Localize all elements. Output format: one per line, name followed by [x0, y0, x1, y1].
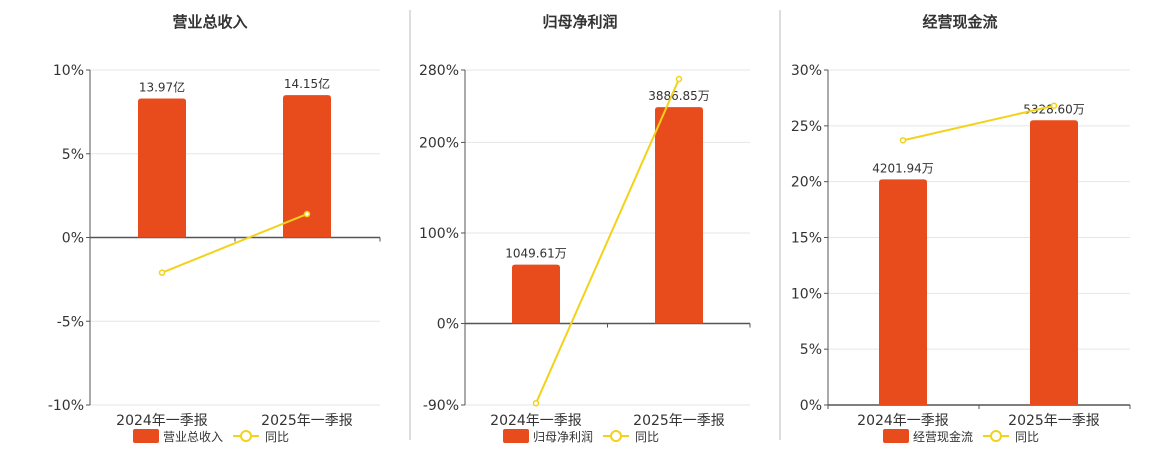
- legend-swatch-marker: [990, 430, 1002, 442]
- bar: [879, 179, 927, 405]
- y-tick-label: -5%: [57, 314, 84, 330]
- bar-data-label: 5328.60万: [1023, 102, 1085, 116]
- y-tick-label: -90%: [423, 398, 459, 414]
- legend-swatch-marker: [240, 430, 252, 442]
- bar: [283, 95, 331, 238]
- yoy-point: [532, 399, 540, 407]
- legend-label: 营业总收入: [163, 430, 223, 444]
- bar: [138, 98, 186, 238]
- legend-label: 归母净利润: [533, 430, 593, 444]
- legend-label: 经营现金流: [913, 429, 973, 444]
- legend-swatch-bar: [503, 429, 529, 443]
- yoy-point: [899, 137, 907, 144]
- y-tick-label: 25%: [791, 119, 822, 135]
- bar: [512, 264, 560, 324]
- x-tick-label: 2025年一季报: [261, 413, 353, 429]
- y-tick-label: 30%: [791, 63, 822, 79]
- chart-title: 营业总收入: [172, 13, 247, 31]
- y-tick-label: 5%: [62, 147, 84, 163]
- y-tick-label: 10%: [53, 63, 84, 79]
- y-tick-label: 15%: [791, 231, 822, 247]
- x-tick-label: 2024年一季报: [857, 413, 949, 429]
- bar-data-label: 14.15亿: [284, 76, 330, 91]
- y-tick-label: 5%: [800, 342, 822, 358]
- yoy-line: [902, 104, 1055, 142]
- legend-swatch-bar: [883, 429, 909, 443]
- x-tick-label: 2025年一季报: [1008, 413, 1100, 429]
- yoy-line: [535, 78, 680, 404]
- chart-title: 经营现金流: [922, 13, 997, 31]
- y-tick-label: 20%: [791, 175, 822, 191]
- yoy-point: [675, 75, 683, 83]
- legend-label: 同比: [1015, 430, 1039, 444]
- yoy-line: [161, 213, 308, 274]
- y-tick-label: 10%: [791, 286, 822, 302]
- yoy-point: [158, 269, 166, 276]
- y-tick-label: 100%: [419, 226, 459, 242]
- y-tick-label: 0%: [800, 398, 822, 414]
- x-tick-label: 2025年一季报: [633, 413, 725, 429]
- bar-data-label: 3886.85万: [648, 89, 710, 103]
- bar-data-label: 13.97亿: [139, 79, 185, 94]
- x-tick-label: 2024年一季报: [116, 413, 208, 429]
- chart-title: 归母净利润: [542, 13, 617, 31]
- bar: [655, 107, 703, 324]
- y-tick-label: -10%: [48, 398, 84, 414]
- y-tick-label: 0%: [437, 317, 459, 333]
- yoy-point: [1050, 102, 1058, 109]
- legend-swatch-bar: [133, 429, 159, 443]
- y-tick-label: 0%: [62, 231, 84, 247]
- yoy-point: [303, 210, 311, 218]
- legend-label: 同比: [635, 430, 659, 444]
- bar: [1030, 120, 1078, 405]
- legend-label: 同比: [265, 430, 289, 444]
- bar-data-label: 1049.61万: [505, 247, 567, 261]
- y-tick-label: 200%: [419, 135, 459, 151]
- y-tick-label: 280%: [419, 63, 459, 79]
- bar-data-label: 4201.94万: [872, 161, 934, 175]
- legend-swatch-marker: [610, 430, 622, 442]
- x-tick-label: 2024年一季报: [490, 413, 582, 429]
